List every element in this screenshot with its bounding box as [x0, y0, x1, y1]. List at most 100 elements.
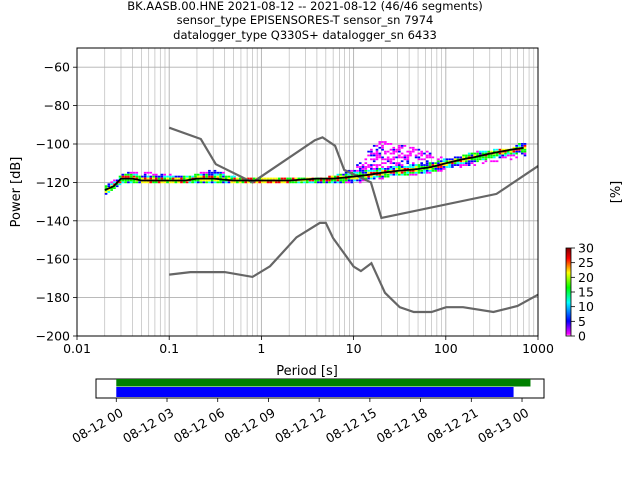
- probability-cell: [163, 175, 167, 178]
- probability-cell: [386, 173, 390, 176]
- probability-cell: [431, 164, 435, 166]
- probability-cell: [409, 166, 412, 168]
- probability-cell: [367, 177, 370, 180]
- probability-cell: [490, 154, 493, 157]
- probability-cell: [398, 144, 401, 147]
- probability-cell: [395, 171, 398, 174]
- probability-cell: [395, 148, 398, 151]
- probability-cell: [182, 177, 186, 180]
- probability-cell: [417, 156, 421, 159]
- probability-cell: [378, 173, 382, 176]
- probability-cell: [155, 173, 158, 176]
- probability-cell: [392, 162, 396, 165]
- probability-cell: [479, 150, 482, 153]
- probability-cell: [509, 152, 513, 155]
- coverage-tick-label: 08-12 18: [374, 405, 430, 446]
- probability-cell: [400, 173, 404, 176]
- probability-cell: [389, 160, 393, 163]
- probability-cell: [333, 181, 337, 184]
- probability-cell: [364, 175, 368, 178]
- probability-cell: [465, 156, 468, 159]
- probability-cell: [476, 154, 479, 157]
- probability-cell: [138, 181, 141, 184]
- probability-cell: [132, 179, 136, 182]
- probability-cell: [210, 181, 214, 184]
- probability-cell: [143, 173, 147, 176]
- probability-cell: [518, 144, 521, 147]
- probability-cell: [113, 179, 116, 182]
- probability-cell: [456, 156, 460, 159]
- probability-cell: [386, 175, 390, 178]
- probability-cell: [406, 150, 410, 153]
- probability-cell: [428, 169, 432, 172]
- probability-cell: [409, 146, 412, 149]
- probability-cell: [358, 181, 362, 184]
- probability-cell: [191, 181, 194, 184]
- probability-cell: [180, 181, 183, 184]
- probability-cell: [118, 183, 122, 186]
- probability-cell: [135, 181, 139, 184]
- probability-cell: [431, 162, 435, 165]
- probability-cell: [361, 164, 365, 166]
- probability-cell: [398, 162, 401, 165]
- y-tick-label: −200: [36, 329, 70, 344]
- probability-cell: [428, 154, 432, 157]
- probability-cell: [289, 181, 292, 184]
- probability-cell: [370, 177, 373, 180]
- mode-line-path: [104, 146, 524, 191]
- probability-cell: [400, 164, 404, 166]
- probability-cell: [241, 181, 245, 184]
- probability-cell: [185, 177, 189, 180]
- probability-cell: [375, 150, 379, 153]
- probability-cell: [456, 164, 460, 166]
- probability-cell: [127, 175, 130, 178]
- probability-cell: [202, 175, 206, 178]
- probability-cell: [216, 179, 220, 182]
- probability-cell: [518, 150, 521, 153]
- probability-cell: [398, 166, 401, 168]
- probability-cell: [378, 175, 382, 178]
- coverage-tick-label: 08-12 12: [272, 405, 328, 446]
- probability-cell: [403, 173, 407, 176]
- probability-cell: [104, 192, 108, 195]
- probability-cell: [305, 181, 309, 184]
- probability-cell: [398, 173, 401, 176]
- probability-cell: [411, 173, 415, 176]
- probability-cell: [191, 175, 194, 178]
- probability-cell: [138, 177, 141, 180]
- probability-cell: [222, 175, 225, 178]
- x-tick-label: 1: [257, 341, 265, 356]
- colorbar-tick-label: 15: [578, 285, 594, 300]
- probability-cell: [389, 166, 393, 168]
- probability-cell: [425, 171, 429, 174]
- probability-cell: [129, 175, 133, 178]
- probability-cell: [406, 173, 410, 176]
- probability-cell: [132, 175, 136, 178]
- probability-cell: [445, 160, 449, 163]
- probability-cell: [456, 158, 460, 161]
- probability-cell: [476, 152, 479, 155]
- probability-cell: [247, 181, 250, 184]
- probability-cell: [479, 158, 482, 161]
- plot-frame: [76, 47, 539, 337]
- colorbar-tick-label: 5: [578, 314, 586, 329]
- probability-cell: [233, 175, 236, 178]
- probability-cell: [107, 183, 111, 186]
- probability-cell: [336, 181, 340, 184]
- probability-cell: [272, 177, 275, 180]
- probability-cell: [160, 173, 164, 176]
- probability-cell: [504, 152, 507, 155]
- probability-cell: [381, 166, 384, 168]
- probability-cell: [350, 177, 354, 180]
- coverage-tick-label: 08-12 00: [69, 405, 125, 446]
- probability-cell: [208, 169, 211, 172]
- probability-cell: [417, 171, 421, 174]
- probability-cell: [344, 173, 348, 176]
- probability-cell: [244, 181, 248, 184]
- probability-cell: [372, 168, 376, 170]
- probability-cell: [409, 152, 412, 155]
- probability-cell: [375, 148, 379, 151]
- probability-cell: [451, 164, 454, 166]
- probability-cell: [417, 148, 421, 151]
